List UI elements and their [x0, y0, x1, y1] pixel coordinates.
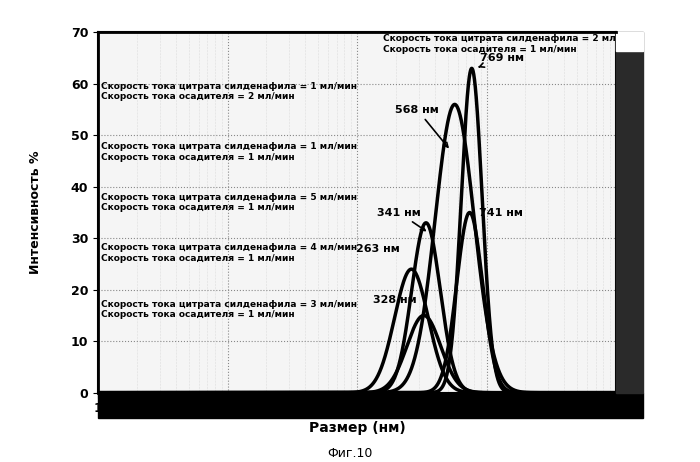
- Text: 568 нм: 568 нм: [395, 104, 448, 147]
- Text: 341 нм: 341 нм: [377, 207, 425, 231]
- Text: 328 нм: 328 нм: [373, 295, 417, 305]
- Text: 263 нм: 263 нм: [356, 243, 400, 254]
- Text: 769 нм: 769 нм: [479, 53, 524, 67]
- Text: Фиг.10: Фиг.10: [328, 447, 372, 460]
- Text: 741 нм: 741 нм: [479, 207, 523, 218]
- X-axis label: Размер (нм): Размер (нм): [309, 421, 405, 435]
- Text: Скорость тока цитрата силденафила = 4 мл/мин
Скорость тока осадителя = 1 мл/мин: Скорость тока цитрата силденафила = 4 мл…: [101, 243, 357, 262]
- Text: Скорость тока цитрата силденафила = 5 мл/мин
Скорость тока осадителя = 1 мл/мин: Скорость тока цитрата силденафила = 5 мл…: [101, 193, 356, 212]
- Text: Скорость тока цитрата силденафила = 3 мл/мин
Скорость тока осадителя = 1 мл/мин: Скорость тока цитрата силденафила = 3 мл…: [101, 300, 356, 319]
- Text: Скорость тока цитрата силденафила = 2 мл/мин
Скорость тока осадителя = 1 мл/мин: Скорость тока цитрата силденафила = 2 мл…: [383, 34, 639, 54]
- Text: Интенсивность %: Интенсивность %: [29, 151, 41, 274]
- Text: Скорость тока цитрата силденафила = 1 мл/мин
Скорость тока осадителя = 1 мл/мин: Скорость тока цитрата силденафила = 1 мл…: [101, 142, 356, 162]
- Text: Скорость тока цитрата силденафила = 1 мл/мин
Скорость тока осадителя = 2 мл/мин: Скорость тока цитрата силденафила = 1 мл…: [101, 82, 356, 102]
